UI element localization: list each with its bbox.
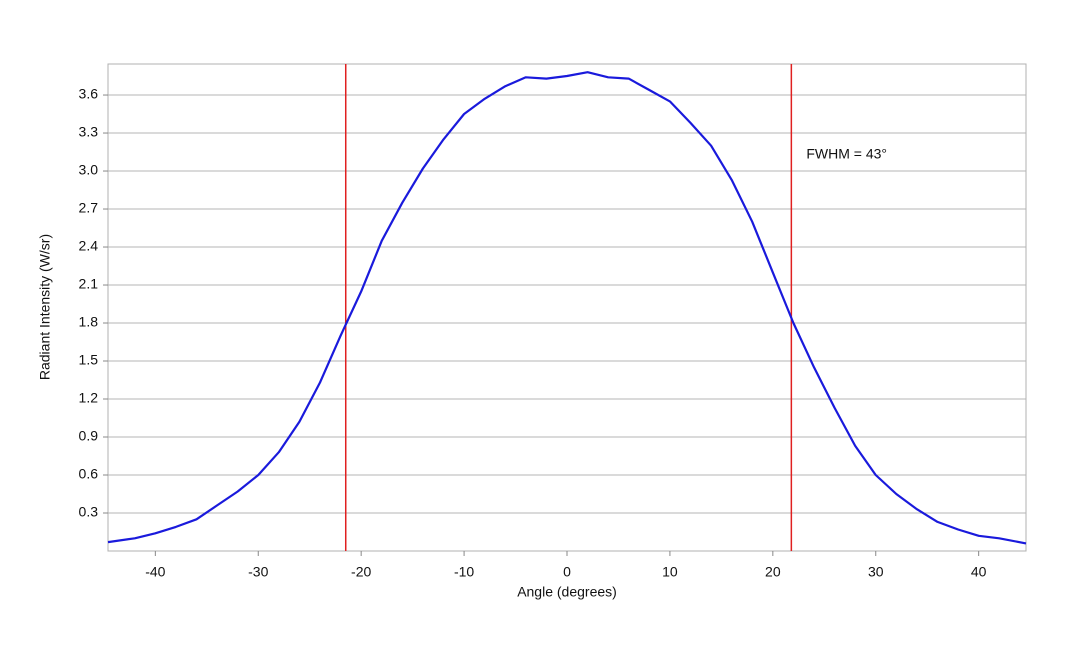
x-tick-label: 0	[563, 564, 571, 580]
y-tick-label: 0.6	[79, 466, 99, 482]
y-tick-label: 3.0	[79, 162, 99, 178]
x-tick-label: -10	[454, 564, 474, 580]
x-tick-label: -30	[248, 564, 268, 580]
y-tick-label: 0.3	[79, 504, 99, 520]
y-axis-label: Radiant Intensity (W/sr)	[37, 234, 53, 380]
y-tick-label: 2.1	[79, 276, 99, 292]
x-tick-label: 40	[971, 564, 987, 580]
x-tick-label: 10	[662, 564, 678, 580]
annotation: FWHM = 43°	[806, 146, 887, 162]
y-tick-label: 1.8	[79, 314, 99, 330]
y-tick-label: 3.3	[79, 124, 99, 140]
x-tick-label: 30	[868, 564, 884, 580]
data-line	[107, 71, 1027, 545]
x-tick-label: -20	[351, 564, 371, 580]
y-tick-label: 1.2	[79, 390, 99, 406]
x-tick-label: -40	[145, 564, 165, 580]
plot-area	[107, 63, 1027, 552]
y-tick-label: 2.4	[79, 238, 99, 254]
y-tick-label: 0.9	[79, 428, 99, 444]
y-tick-label: 2.7	[79, 200, 99, 216]
x-axis-label: Angle (degrees)	[517, 584, 617, 600]
x-tick-label: 20	[765, 564, 781, 580]
y-tick-label: 3.6	[79, 86, 99, 102]
y-tick-label: 1.5	[79, 352, 99, 368]
